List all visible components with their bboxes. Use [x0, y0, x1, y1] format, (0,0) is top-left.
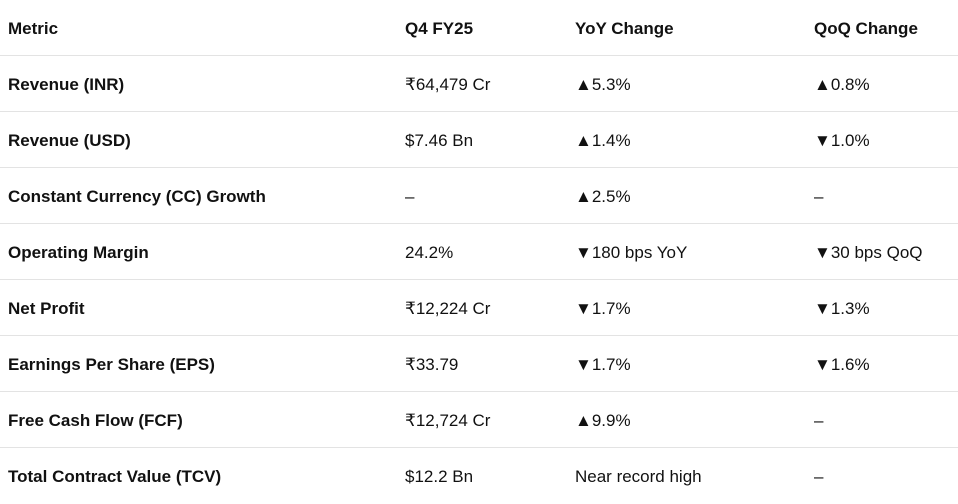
header-yoy-change: YoY Change: [575, 18, 674, 38]
metric-name: Net Profit: [8, 298, 85, 318]
table-row: Earnings Per Share (EPS) ₹33.79 ▼1.7% ▼1…: [0, 336, 958, 392]
quarter-value: ₹12,224 Cr: [405, 298, 491, 318]
metric-name: Free Cash Flow (FCF): [8, 410, 183, 430]
metric-name: Revenue (USD): [8, 130, 131, 150]
header-quarter: Q4 FY25: [405, 18, 474, 38]
table-row: Operating Margin 24.2% ▼180 bps YoY ▼30 …: [0, 224, 958, 280]
yoy-change-value: Near record high: [575, 466, 702, 486]
quarter-value: –: [405, 186, 415, 206]
table-header-row: Metric Q4 FY25 YoY Change QoQ Change: [0, 0, 958, 56]
metric-name: Constant Currency (CC) Growth: [8, 186, 266, 206]
metric-name: Earnings Per Share (EPS): [8, 354, 215, 374]
qoq-change-value: –: [814, 466, 824, 486]
qoq-change-value: –: [814, 186, 824, 206]
metric-name: Revenue (INR): [8, 74, 125, 94]
table-row: Revenue (INR) ₹64,479 Cr ▲5.3% ▲0.8%: [0, 56, 958, 112]
yoy-change-value: ▲2.5%: [575, 186, 631, 206]
qoq-change-value: –: [814, 410, 824, 430]
yoy-change-value: ▲1.4%: [575, 130, 631, 150]
quarter-value: ₹64,479 Cr: [405, 74, 491, 94]
qoq-change-value: ▲0.8%: [814, 74, 870, 94]
yoy-change-value: ▲5.3%: [575, 74, 631, 94]
yoy-change-value: ▼180 bps YoY: [575, 242, 688, 262]
qoq-change-value: ▼1.3%: [814, 298, 870, 318]
yoy-change-value: ▲9.9%: [575, 410, 631, 430]
table-row: Free Cash Flow (FCF) ₹12,724 Cr ▲9.9% –: [0, 392, 958, 448]
header-metric: Metric: [8, 18, 59, 38]
qoq-change-value: ▼1.0%: [814, 130, 870, 150]
metric-name: Operating Margin: [8, 242, 149, 262]
quarter-value: 24.2%: [405, 242, 454, 262]
metric-name: Total Contract Value (TCV): [8, 466, 222, 486]
quarter-value: ₹12,724 Cr: [405, 410, 491, 430]
yoy-change-value: ▼1.7%: [575, 298, 631, 318]
qoq-change-value: ▼1.6%: [814, 354, 870, 374]
yoy-change-value: ▼1.7%: [575, 354, 631, 374]
qoq-change-value: ▼30 bps QoQ: [814, 242, 923, 262]
quarter-value: $7.46 Bn: [405, 130, 474, 150]
table-row: Total Contract Value (TCV) $12.2 Bn Near…: [0, 448, 958, 504]
header-qoq-change: QoQ Change: [814, 18, 918, 38]
table-row: Revenue (USD) $7.46 Bn ▲1.4% ▼1.0%: [0, 112, 958, 168]
table-row: Net Profit ₹12,224 Cr ▼1.7% ▼1.3%: [0, 280, 958, 336]
quarter-value: $12.2 Bn: [405, 466, 474, 486]
quarter-value: ₹33.79: [405, 354, 459, 374]
table-row: Constant Currency (CC) Growth – ▲2.5% –: [0, 168, 958, 224]
